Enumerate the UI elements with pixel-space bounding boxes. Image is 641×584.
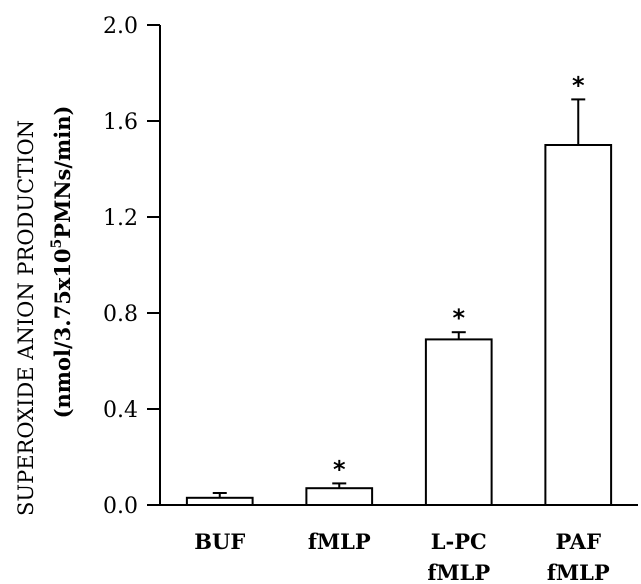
y-tick-label: 0.4 (103, 398, 138, 423)
significance-marker: * (333, 455, 346, 483)
y-tick-label: 1.6 (103, 110, 138, 135)
x-tick-label: L-PC (431, 529, 487, 554)
bar (424, 338, 493, 506)
y-tick-label: 2.0 (103, 14, 138, 39)
y-axis-label-line2: (nmol/3.75x105PMNs/min) (49, 106, 75, 419)
bar (185, 496, 254, 506)
x-tick-label: fMLP (547, 560, 610, 584)
bar (305, 487, 374, 507)
x-tick-label: PAF (556, 529, 602, 554)
y-tick-label: 0.8 (103, 302, 138, 327)
y-ticks: 0.0 0.4 0.8 1.2 1.6 2.0 (103, 14, 160, 519)
bar (544, 144, 613, 506)
x-tick-label: fMLP (427, 560, 490, 584)
significance-marker: * (452, 304, 465, 332)
significance-marker: * (572, 71, 585, 99)
y-tick-label: 0.0 (103, 494, 138, 519)
x-tick-label: BUF (194, 529, 245, 554)
x-tick-label: fMLP (308, 529, 371, 554)
x-tick-labels: BUF fMLP L-PC fMLP PAF fMLP (194, 529, 610, 584)
bars: * * * (185, 71, 613, 507)
y-axis-unit-suffix: PMNs/min) (50, 106, 75, 239)
y-tick-label: 1.2 (103, 206, 138, 231)
y-axis-unit-exponent: 5 (49, 239, 65, 249)
y-axis-label-line1: SUPEROXIDE ANION PRODUCTION (14, 120, 38, 516)
y-axis-unit-prefix: (nmol/3.75x10 (50, 248, 75, 418)
y-axis-label: SUPEROXIDE ANION PRODUCTION (nmol/3.75x1… (14, 106, 75, 516)
